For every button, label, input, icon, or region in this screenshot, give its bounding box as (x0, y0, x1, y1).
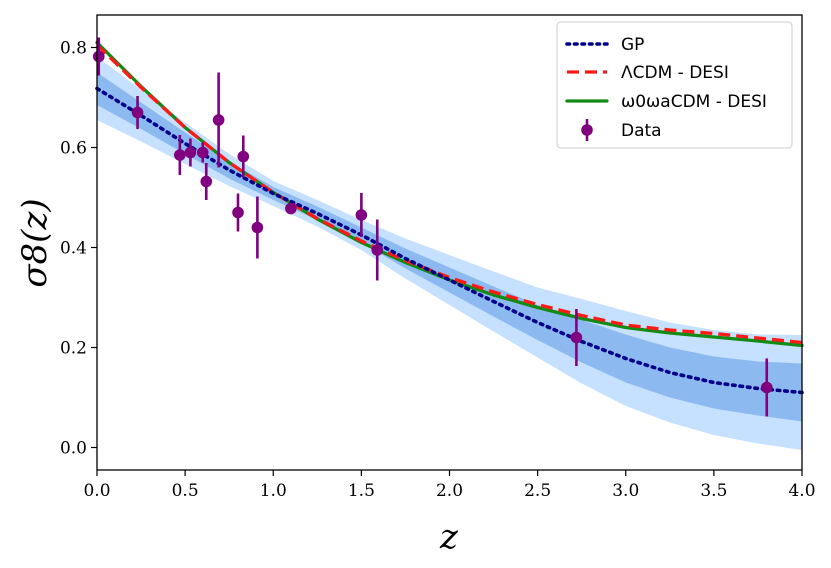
legend: GP ΛCDM - DESI ω0ωaCDM - DESI Data (556, 21, 793, 149)
data-point (131, 106, 144, 119)
x-tick-label: 3.0 (612, 481, 639, 501)
y-tick-label: 0.2 (60, 339, 87, 359)
model-curves (95, 40, 804, 395)
data-point (237, 150, 250, 163)
data-point (184, 146, 197, 159)
legend-label: Data (621, 121, 662, 141)
x-tick-label: 1.5 (348, 481, 375, 501)
y-tick-label: 0.6 (60, 139, 87, 159)
series-line-0 (95, 86, 804, 395)
x-tick-label: 3.5 (700, 481, 727, 501)
data-point (760, 381, 773, 394)
y-tick-label: 0.8 (60, 39, 87, 59)
data-points (92, 50, 773, 394)
legend-label: GP (621, 35, 644, 55)
data-point (92, 50, 105, 63)
legend-label: ΛCDM - DESI (621, 63, 729, 83)
gp-confidence-bands (97, 56, 802, 450)
legend-label: ω0ωaCDM - DESI (621, 92, 767, 112)
data-point (371, 244, 384, 256)
x-tick-label: 2.0 (436, 481, 463, 501)
y-tick-label: 0.0 (60, 439, 87, 459)
x-tick-label: 0.0 (83, 481, 110, 501)
y-axis-label: σ8(z) (15, 198, 55, 287)
x-axis-label: z (439, 517, 459, 557)
series-line-1 (95, 43, 803, 345)
data-point (570, 331, 583, 344)
data-point (196, 146, 209, 159)
data-point (174, 149, 186, 161)
data-point (212, 114, 225, 126)
axis-ticks: 0.0 0.5 1.0 1.5 2.0 2.5 3.0 3.5 4.0 0.0 0.2 0.4 0.6 0… (60, 39, 816, 502)
legend-box (556, 21, 793, 149)
x-tick-label: 1.0 (260, 481, 287, 501)
data-point (232, 206, 244, 219)
y-tick-label: 0.4 (60, 239, 87, 259)
data-point (251, 221, 264, 234)
legend-swatch (581, 124, 593, 136)
x-tick-label: 2.5 (524, 481, 551, 501)
gp-1sigma-band (97, 72, 802, 422)
data-point (285, 202, 297, 215)
data-point (355, 209, 368, 221)
x-tick-label: 4.0 (788, 481, 815, 501)
x-tick-label: 0.5 (172, 481, 199, 501)
data-point (200, 175, 213, 188)
